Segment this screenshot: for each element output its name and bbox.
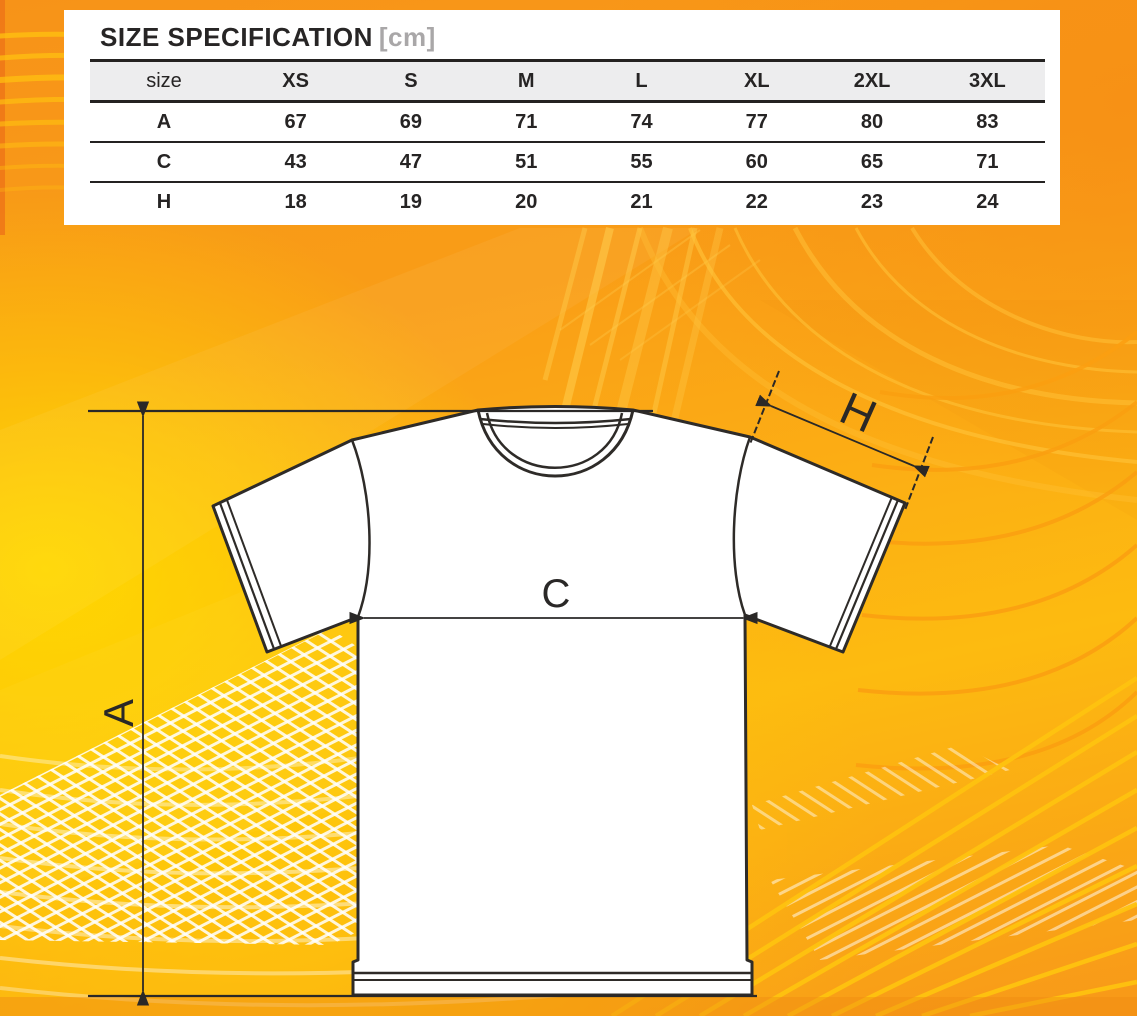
dimension-h-arrow — [755, 394, 930, 478]
table-cell: 69 — [399, 110, 423, 133]
table-cell: 51 — [515, 150, 538, 173]
table-cell: 80 — [860, 110, 884, 133]
table-cell: 21 — [630, 190, 653, 213]
table-row-A: A 67 69 71 74 77 80 83 — [90, 102, 1045, 142]
size-table: size XS S M L XL 2XL 3XL A 67 69 71 74 77 80 83 C 43 47 51… — [90, 59, 1045, 221]
col-header-XL: XL — [743, 69, 770, 92]
dimension-label-c: C — [542, 572, 571, 616]
table-cell: 71 — [976, 150, 999, 173]
table-cell: 22 — [745, 190, 768, 213]
dimension-a: A — [88, 401, 757, 1006]
row-label-C: C — [156, 150, 172, 173]
table-row-H: H 18 19 20 21 22 23 24 — [90, 182, 1045, 221]
table-cell: 20 — [515, 190, 538, 213]
table-cell: 65 — [860, 150, 884, 173]
col-header-size: size — [146, 69, 182, 92]
tshirt-outline — [211, 405, 907, 997]
right-cuff-lines — [829, 496, 900, 650]
table-cell: 71 — [515, 110, 538, 133]
table-cell: 77 — [745, 110, 768, 133]
table-cell: 67 — [284, 110, 307, 133]
table-cell: 83 — [976, 110, 999, 133]
dimension-h-right-extension-line — [904, 436, 934, 511]
table-cell: 43 — [284, 150, 307, 173]
col-header-M: M — [517, 69, 535, 92]
panel-title: SIZE SPECIFICATION [cm] — [90, 19, 1045, 59]
table-cell: 47 — [399, 150, 423, 173]
left-edge-accent — [0, 0, 5, 235]
table-row-C: C 43 47 51 55 60 65 71 — [90, 142, 1045, 182]
table-cell: 18 — [284, 190, 307, 213]
bottom-strip — [0, 997, 1137, 1016]
table-cell: 24 — [976, 190, 999, 213]
size-table-body: A 67 69 71 74 77 80 83 C 43 47 51 55 60 65 71 H 18 19 20 21 2… — [90, 102, 1045, 222]
size-table-head-row: size XS S M L XL 2XL 3XL — [90, 60, 1045, 102]
table-cell: 60 — [745, 150, 768, 173]
dimension-label-h: H — [833, 382, 885, 443]
col-header-XS: XS — [282, 69, 309, 92]
row-label-A: A — [156, 110, 172, 133]
left-cuff-lines — [218, 499, 282, 650]
table-cell: 55 — [630, 150, 653, 173]
panel-title-text: SIZE SPECIFICATION — [100, 22, 373, 52]
panel-title-unit: [cm] — [378, 22, 436, 52]
dimension-h-left-extension-line — [749, 370, 780, 445]
table-cell: 74 — [630, 110, 653, 133]
right-mesh-patches — [752, 745, 1137, 960]
col-header-3XL: 3XL — [969, 69, 1006, 92]
table-cell: 23 — [860, 190, 884, 213]
dimension-c: C — [349, 572, 758, 625]
armhole-seams — [350, 436, 752, 618]
col-header-S: S — [404, 69, 418, 92]
col-header-L: L — [635, 69, 648, 92]
row-label-H: H — [156, 190, 172, 213]
hem-lines — [353, 971, 752, 981]
col-header-2XL: 2XL — [853, 69, 891, 92]
table-cell: 19 — [399, 190, 423, 213]
dimension-label-a: A — [95, 699, 142, 727]
collar — [476, 409, 635, 478]
size-specification-panel: SIZE SPECIFICATION [cm] size XS S M L XL 2XL 3XL… — [64, 10, 1060, 225]
